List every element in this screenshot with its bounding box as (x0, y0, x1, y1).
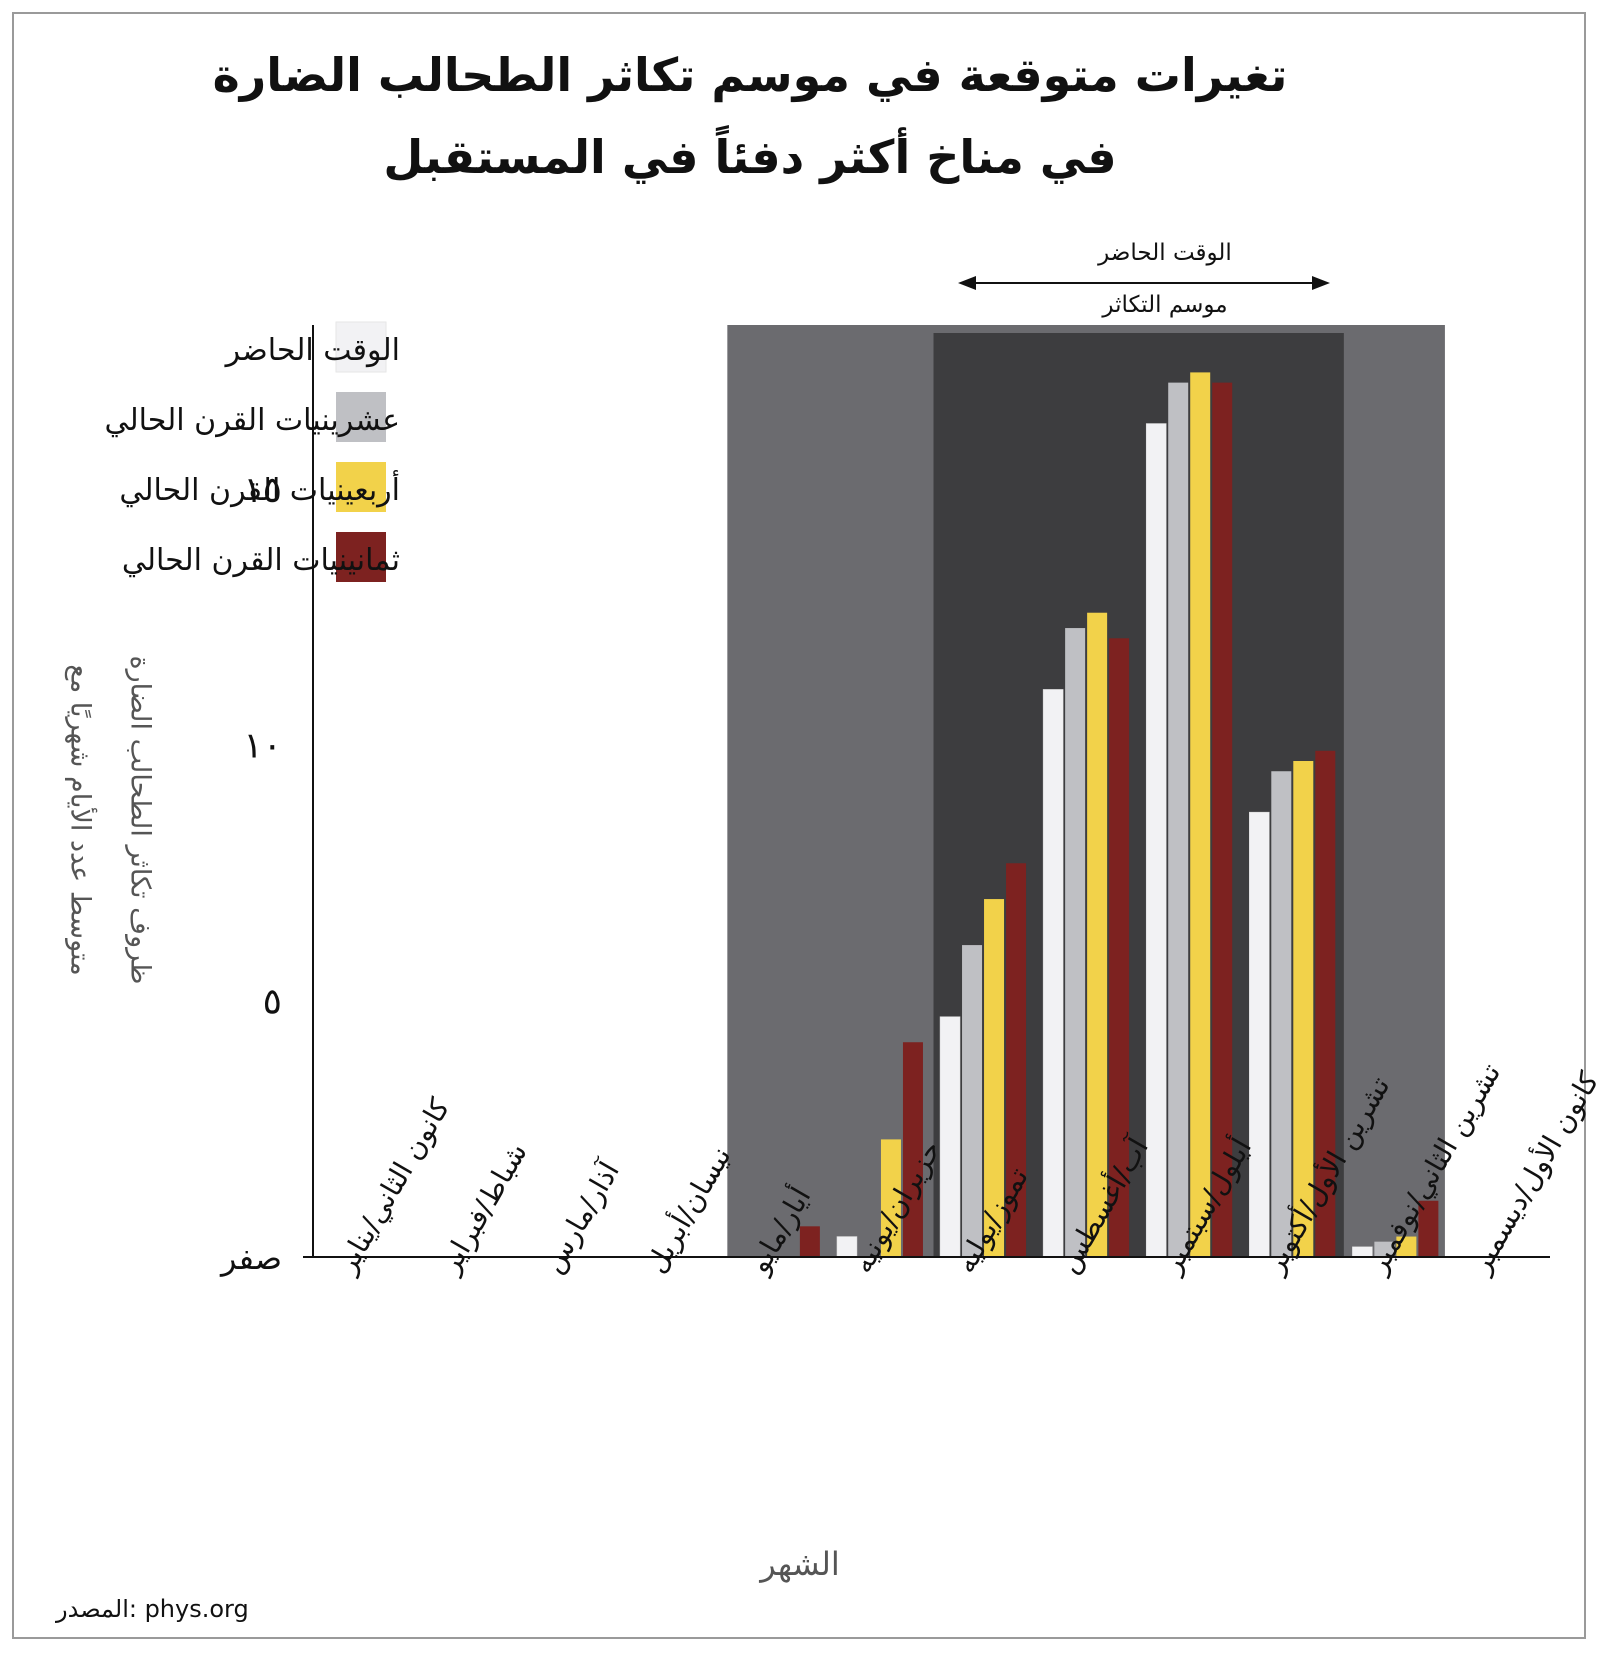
legend-swatch-2 (336, 392, 386, 442)
chart-title-line-1: تغيرات متوقعة في موسم تكاثر الطحالب الضا… (212, 48, 1288, 102)
x-tick-label-1: كانون الثاني/يناير (329, 1092, 457, 1280)
bar-11-series-3 (1396, 1236, 1417, 1257)
y-axis-label: متوسط عدد الأيام شهريًا مع (64, 664, 96, 976)
source-credit: المصدر: phys.org (56, 1595, 249, 1623)
season-arrow-left-head (958, 276, 976, 290)
x-tick-label-3: آذار/مارس (536, 1155, 626, 1278)
y-tick-label-3: ١٠ (243, 726, 282, 767)
bar-9-series-4 (1212, 382, 1233, 1257)
bar-7-series-4 (1006, 863, 1027, 1257)
season-marker-bottom-label: موسم التكاثر (1102, 292, 1228, 318)
bar-10-series-2 (1271, 771, 1292, 1257)
bar-6-series-4 (902, 1042, 923, 1257)
x-tick-label-2: شباط/فبراير (432, 1137, 534, 1280)
legend-label-3: أربعينيات القرن الحالي (119, 469, 400, 508)
chart-title-line-2: في مناخ أكثر دفئاً في المستقبل (383, 130, 1117, 184)
bar-11-series-4 (1418, 1200, 1439, 1257)
legend-swatch-3 (336, 462, 386, 512)
bar-10-series-4 (1315, 750, 1336, 1257)
x-axis-label: الشهر (760, 1545, 840, 1583)
bar-8-series-4 (1109, 638, 1130, 1257)
bar-8-series-1 (1042, 689, 1064, 1258)
bar-10-series-3 (1293, 761, 1314, 1257)
legend-label-1: الوقت الحاضر (224, 333, 400, 368)
legend-swatch-4 (336, 532, 386, 582)
legend-swatch-1 (335, 321, 387, 373)
bar-7-series-2 (962, 945, 983, 1257)
figure-frame (12, 12, 1586, 1639)
y-tick-label-4: ١٥ (243, 470, 282, 511)
bar-7-series-3 (984, 899, 1005, 1257)
season-arrow-right-head (1312, 276, 1330, 290)
y-tick-label-2: ٥ (263, 981, 282, 1022)
season-marker-top-label: الوقت الحاضر (1098, 240, 1232, 266)
bar-9-series-1 (1145, 423, 1167, 1258)
bar-9-series-3 (1190, 372, 1211, 1258)
bar-5-series-4 (799, 1226, 820, 1257)
y-tick-label-1: صفر (219, 1239, 282, 1277)
bar-9-series-2 (1168, 382, 1189, 1257)
bar-11-series-2 (1374, 1241, 1395, 1257)
bar-6-series-3 (880, 1139, 901, 1257)
legend-label-2: عشرينيات القرن الحالي (105, 403, 401, 438)
bar-7-series-1 (939, 1016, 961, 1258)
legend-label-4: ثمانينيات القرن الحالي (122, 543, 400, 578)
y-axis-label-line-2: ظروف تكاثر الطحالب الضارة (124, 655, 156, 985)
bar-8-series-2 (1065, 628, 1086, 1257)
bar-8-series-3 (1087, 612, 1108, 1257)
bar-10-series-1 (1249, 811, 1270, 1258)
